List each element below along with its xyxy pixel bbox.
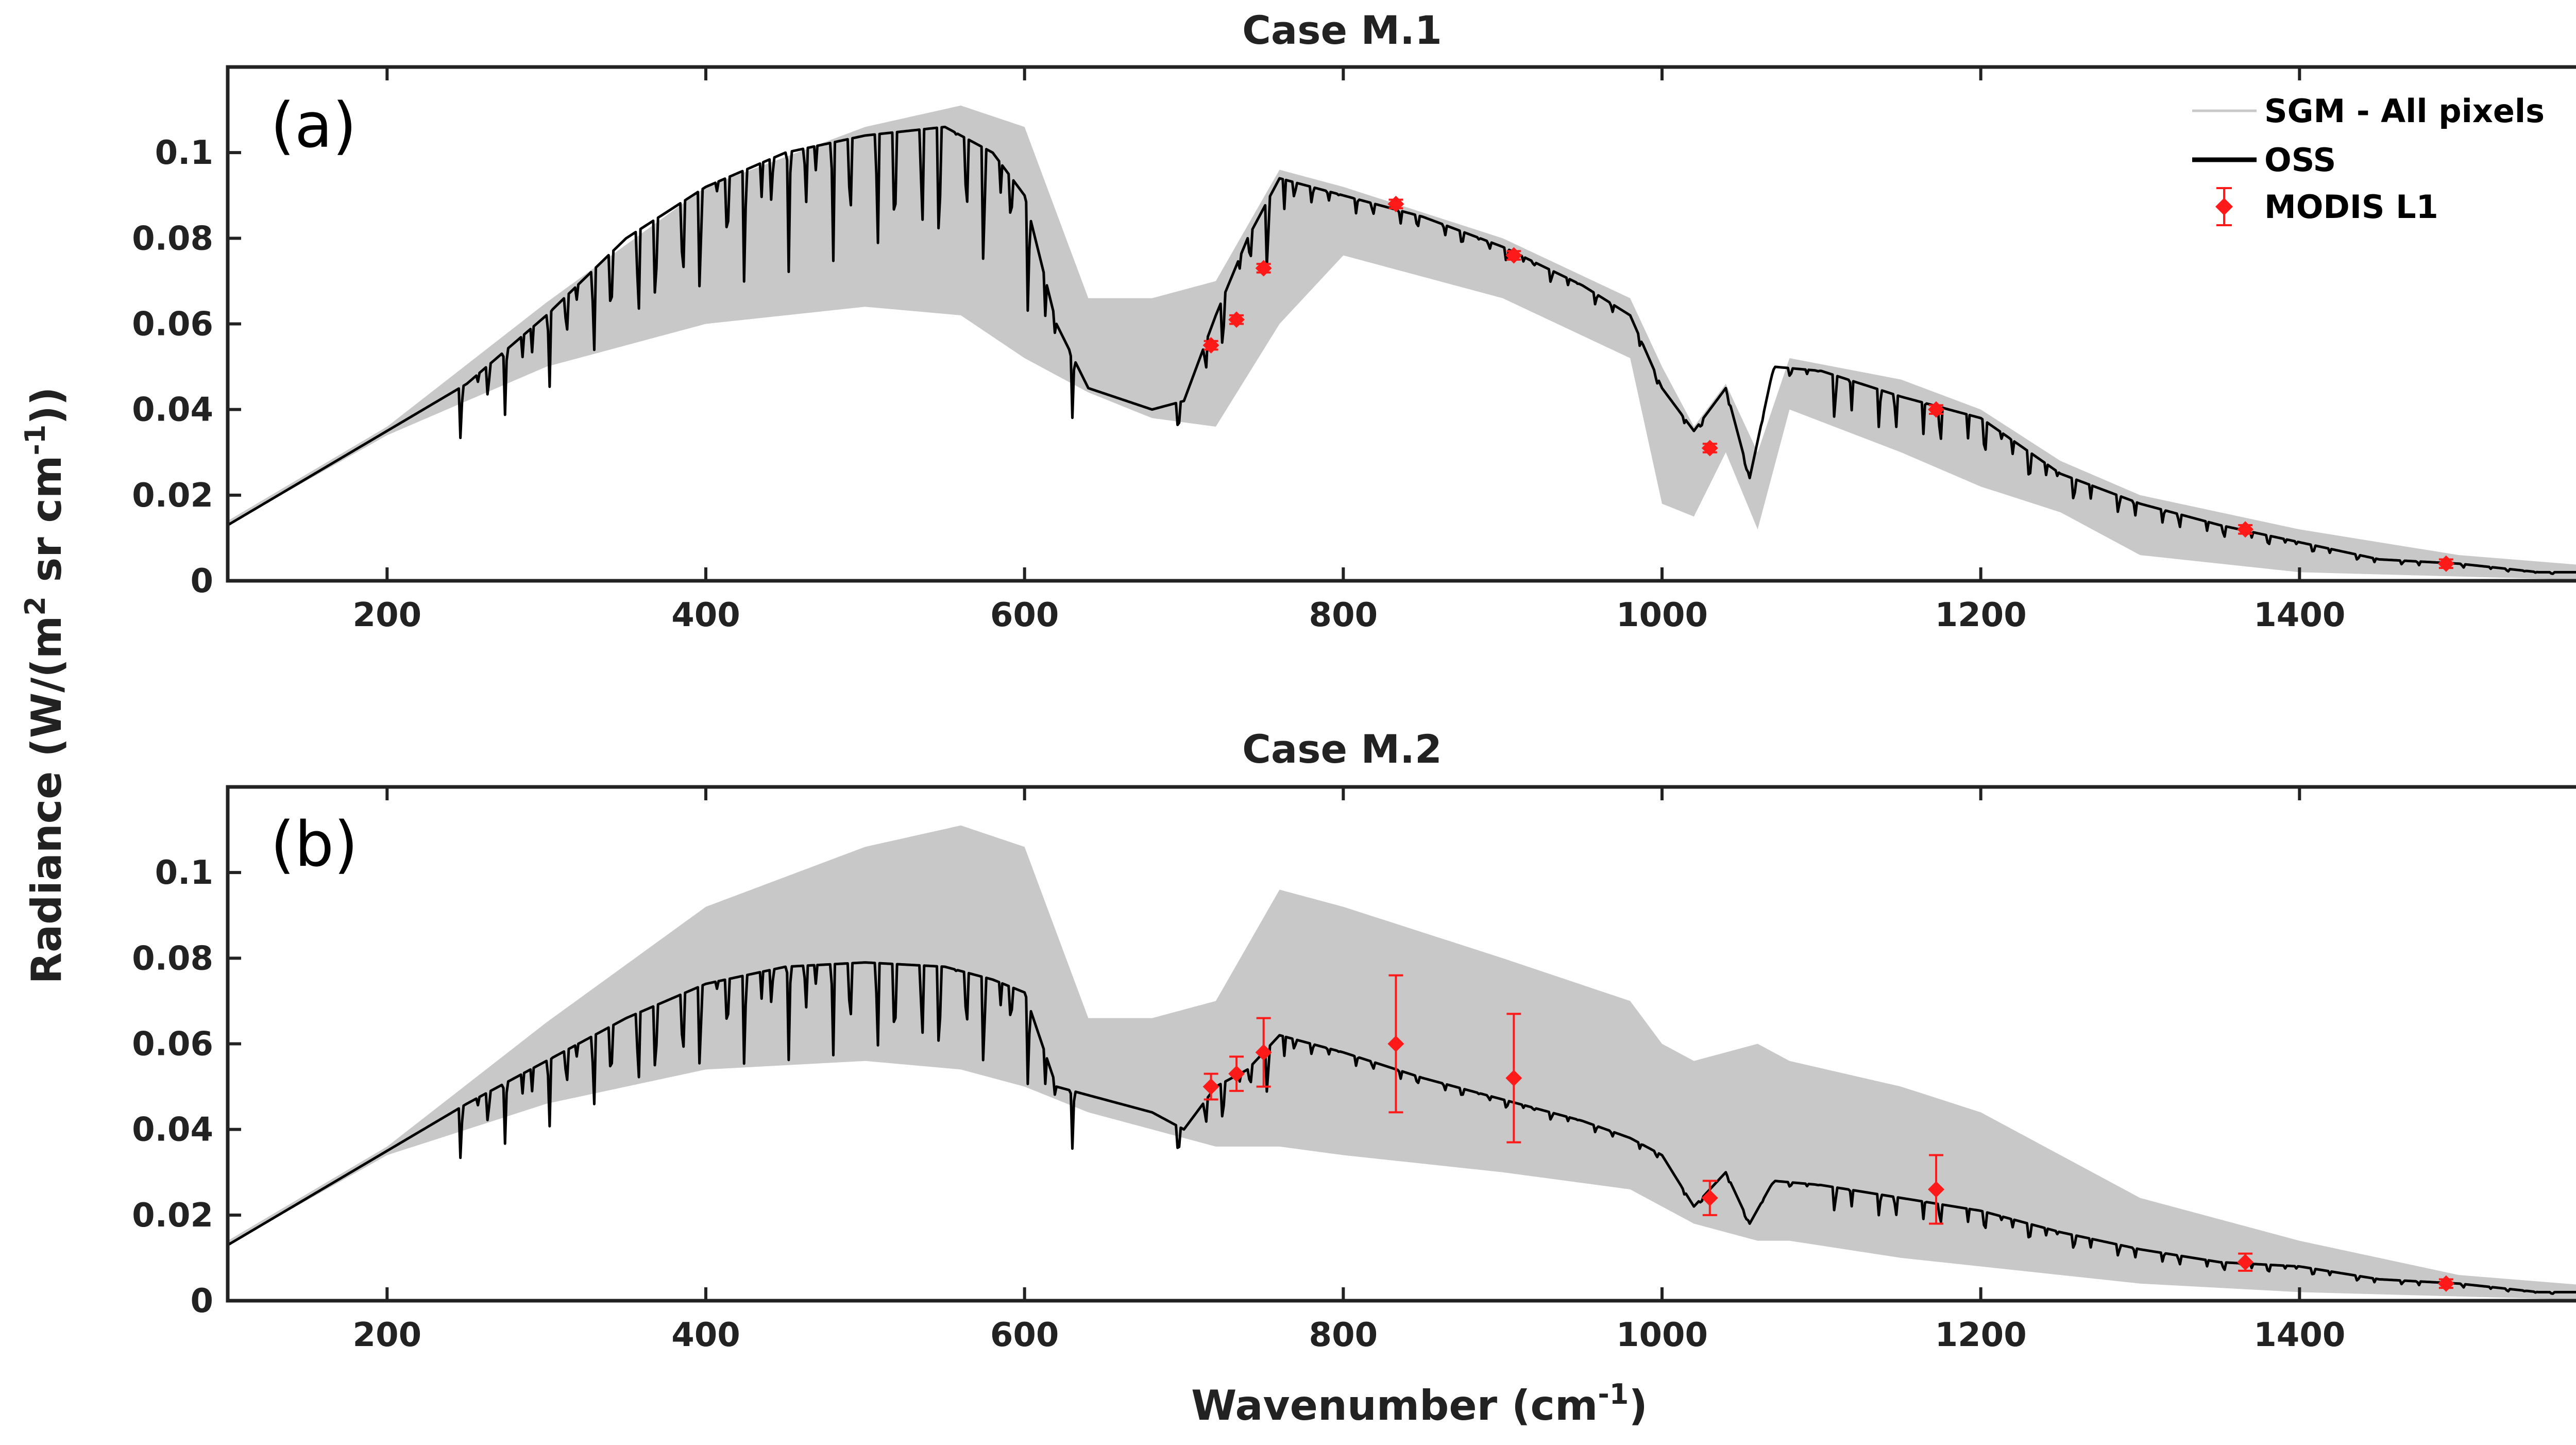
y-axis-title: Radiance (W/(m2 sr cm-1)): [19, 387, 71, 984]
panel-a-frame: [226, 65, 2576, 583]
modis-point: [1202, 1072, 1219, 1101]
x-tick-label: 800: [1309, 596, 1378, 634]
x-tick-label: 400: [671, 596, 740, 634]
panel-a-sgm-band: [228, 105, 2576, 580]
modis-point: [2237, 1252, 2254, 1272]
modis-point: [1701, 440, 1718, 457]
x-tick-label: 600: [990, 1316, 1059, 1354]
modis-point: [1202, 337, 1219, 354]
panel-a-label: (a): [270, 90, 357, 162]
legend-sgm-label: SGM - All pixels: [2264, 92, 2545, 130]
panel-a-modis-points: [1202, 195, 2454, 572]
legend: SGM - All pixels OSS MODIS L1: [2192, 92, 2545, 226]
x-axis-title: Wavenumber (cm-1): [1191, 1378, 1648, 1430]
legend-oss-label: OSS: [2264, 141, 2336, 179]
panel-a-oss-line: [227, 125, 2576, 575]
modis-point: [1928, 1154, 1945, 1225]
x-tick-label: 200: [353, 1316, 422, 1354]
y-tick-label: 0: [190, 1282, 213, 1320]
x-tick-label: 200: [353, 596, 422, 634]
y-tick-label: 0.04: [132, 391, 213, 429]
panel-a-title: Case M.1: [1242, 7, 1442, 53]
oss-line: [227, 125, 2576, 575]
x-tick-label: 1200: [1935, 1316, 2027, 1354]
modis-point: [1701, 1180, 1718, 1216]
modis-point: [2437, 555, 2454, 572]
y-tick-label: 0.1: [155, 134, 213, 172]
sgm-band: [228, 105, 2576, 580]
panel-b-oss-line: [227, 961, 2576, 1295]
y-tick-label: 0: [190, 562, 213, 600]
panel-b-ticks: 200 400 600 800 1000 1200 1400 1600 0 0.02 0.04 0.0…: [132, 787, 2576, 1354]
x-tick-label: 1000: [1616, 1316, 1708, 1354]
panel-b-frame: [226, 785, 2576, 1303]
panel-b-label: (b): [270, 809, 358, 881]
modis-point: [1387, 974, 1404, 1114]
oss-line: [227, 961, 2576, 1295]
y-tick-label: 0.06: [132, 1026, 213, 1064]
y-tick-label: 0.06: [132, 306, 213, 344]
x-tick-label: 600: [990, 596, 1059, 634]
modis-point: [1387, 195, 1404, 212]
modis-point: [1228, 1055, 1245, 1092]
legend-modis-swatch: [2215, 187, 2233, 226]
y-tick-label: 0.04: [132, 1111, 213, 1149]
sgm-band: [228, 825, 2576, 1300]
x-tick-label: 400: [671, 1316, 740, 1354]
x-tick-label: 1600: [2572, 596, 2576, 634]
y-tick-label: 0.02: [132, 477, 213, 515]
y-tick-label: 0.08: [132, 939, 213, 978]
y-tick-label: 0.02: [132, 1197, 213, 1235]
x-tick-label: 1400: [2253, 1316, 2345, 1354]
x-tick-label: 800: [1309, 1316, 1378, 1354]
panel-b-modis-points: [1202, 974, 2454, 1292]
modis-point: [1255, 260, 1272, 277]
modis-point: [1505, 1013, 1522, 1144]
modis-point: [1255, 1017, 1272, 1088]
modis-point: [1928, 401, 1945, 418]
x-tick-label: 1200: [1935, 596, 2027, 634]
panel-b: Case M.2 200 400 600 800 1000 1200 1400 1600 0 0.…: [132, 726, 2576, 1354]
y-tick-label: 0.1: [155, 854, 213, 892]
modis-point: [2437, 1275, 2454, 1292]
modis-point: [1228, 311, 1245, 328]
panel-b-title: Case M.2: [1242, 726, 1442, 772]
x-tick-label: 1000: [1616, 596, 1708, 634]
panel-a-ticks: 200 400 600 800 1000 1200 1400 1600 0 0.02 0.04 0.0…: [132, 67, 2576, 634]
modis-point: [2237, 521, 2254, 538]
modis-point: [1505, 247, 1522, 264]
x-tick-label: 1600: [2572, 1316, 2576, 1354]
panel-a: Case M.1 200 400 600 800 1000 1200 1400 1600 0 0.…: [132, 7, 2576, 634]
panel-b-sgm-band: [228, 825, 2576, 1300]
x-tick-label: 1400: [2253, 596, 2345, 634]
y-tick-label: 0.08: [132, 220, 213, 258]
legend-modis-label: MODIS L1: [2264, 188, 2438, 226]
